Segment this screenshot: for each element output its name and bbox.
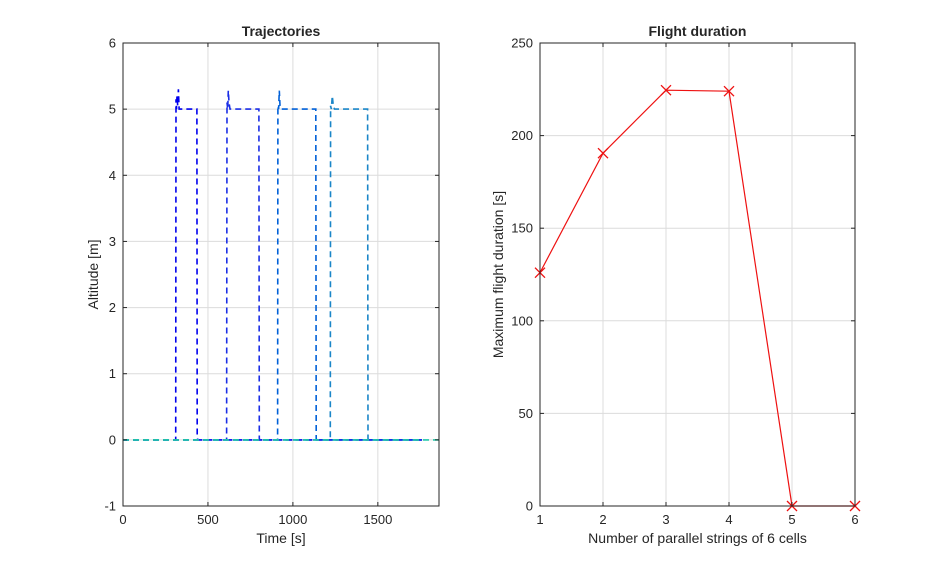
trajectories-x-tick-label: 0 [119,512,126,527]
trajectories-y-tick-label: 6 [109,36,116,51]
trajectories-series-group [123,89,439,441]
trajectories-y-axis-label: Altitude [m] [85,239,101,309]
flight-duration-y-tick-label: 100 [511,313,533,328]
flight-duration-marker [597,147,609,159]
flight-duration-marker [660,84,672,96]
flight-duration-y-tick-label: 200 [511,128,533,143]
flight-duration-plot-border [539,42,856,507]
flight-duration-ticks: 1 2 3 4 5 6 0 50 100 150 200 250 [511,36,858,528]
trajectories-y-tick-label: 1 [109,366,116,381]
trajectories-title: Trajectories [242,23,321,39]
flight-duration-x-tick-label: 4 [725,512,732,527]
trajectories-y-tick-label: 2 [109,300,116,315]
trajectories-x-tick-label: 500 [197,512,219,527]
trajectories-x-axis-label: Time [s] [256,530,305,546]
flight-duration-y-tick-label: 0 [526,499,533,514]
flight-duration-y-tick-label: 250 [511,36,533,51]
flight-duration-x-tick-label: 3 [662,512,669,527]
trajectories-y-tick-label: 3 [109,234,116,249]
trajectory-series-line-2 [123,90,422,441]
trajectories-y-tick-label: -1 [104,499,116,514]
flight-duration-y-axis-label: Maximum flight duration [s] [490,191,506,358]
flight-duration-x-tick-label: 6 [851,512,858,527]
flight-duration-x-tick-label: 2 [599,512,606,527]
trajectory-series-line-3 [123,90,422,441]
flight-duration-x-tick-label: 1 [536,512,543,527]
trajectories-y-tick-label: 5 [109,102,116,117]
flight-duration-chart: 1 2 3 4 5 6 0 50 100 150 200 250 Flight duration Nu… [490,23,861,546]
flight-duration-title: Flight duration [649,23,747,39]
trajectories-y-tick-label: 0 [109,432,116,447]
flight-duration-y-tick-label: 150 [511,221,533,236]
trajectories-x-tick-label: 1500 [363,512,392,527]
trajectories-plot-area [122,42,440,507]
trajectory-series-line-4 [123,95,422,441]
flight-duration-plot-area [539,42,856,507]
trajectories-x-tick-label: 1000 [278,512,307,527]
flight-duration-marker [723,85,735,97]
trajectory-series-line-1 [123,89,422,441]
trajectories-y-tick-label: 4 [109,168,116,183]
trajectories-plot-border [122,42,440,507]
flight-duration-x-axis-label: Number of parallel strings of 6 cells [588,530,807,546]
flight-duration-y-tick-label: 50 [519,406,533,421]
flight-duration-x-tick-label: 5 [788,512,795,527]
